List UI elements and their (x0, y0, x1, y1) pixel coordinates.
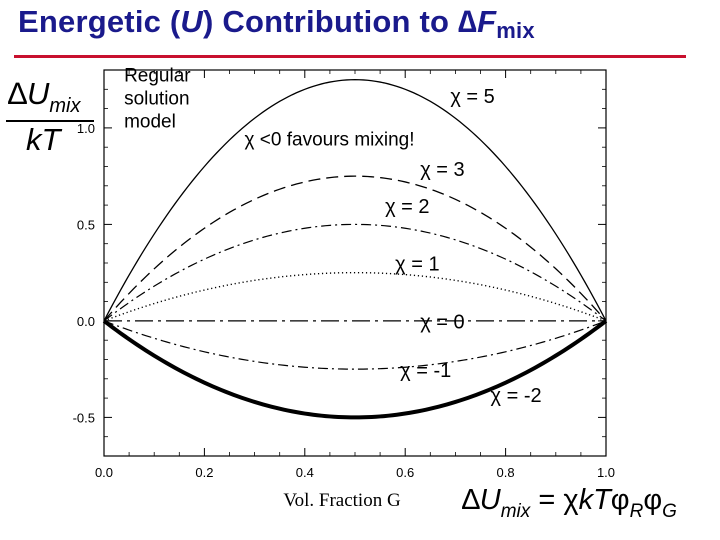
x-tick-label: 1.0 (597, 465, 615, 480)
regular-solution-note-line: model (124, 112, 176, 133)
x-tick-label: 0.6 (396, 465, 414, 480)
series-line (102, 319, 608, 420)
mixing-note: χ <0 favours mixing! (245, 129, 415, 150)
y-tick-label: 1.0 (77, 121, 95, 136)
title-underline (14, 55, 686, 58)
x-tick-label: 0.2 (195, 465, 213, 480)
series-label: χ = 1 (395, 254, 439, 276)
y-axis-label-numerator: ∆Umix (8, 76, 81, 117)
series-line (103, 320, 607, 370)
series-label: χ = -2 (491, 385, 542, 407)
series-line (103, 175, 607, 322)
y-axis-label-denominator: kT (26, 122, 61, 157)
series-label: χ = 3 (420, 159, 464, 181)
x-tick-label: 0.4 (296, 465, 314, 480)
regular-solution-note: Regular solution model (124, 66, 191, 133)
series-line (103, 271, 607, 322)
series-label: χ = 0 (420, 312, 464, 334)
x-tick-label: 0.8 (497, 465, 515, 480)
series-label: χ = 2 (385, 196, 429, 218)
series-line (103, 223, 607, 322)
series-label: χ = -1 (400, 360, 451, 382)
slide-title: Energetic (U) Contribution to ∆Fmix (18, 4, 535, 43)
regular-solution-note-line: Regular (124, 66, 191, 87)
y-tick-label: 0.0 (77, 314, 95, 329)
mixing-energy-formula: ∆Umix = χkTφRφG (462, 484, 677, 522)
x-tick-label: 0.0 (95, 465, 113, 480)
y-axis-label: ∆Umix kT (2, 74, 98, 164)
y-axis-label-fraction-bar (6, 120, 94, 122)
y-tick-label: -0.5 (73, 410, 95, 425)
y-tick-label: 0.5 (77, 217, 95, 232)
x-axis-label: Vol. Fraction G (283, 490, 401, 511)
series-line (103, 78, 607, 322)
series-label: χ = 5 (450, 86, 494, 108)
regular-solution-note-line: solution (124, 89, 190, 110)
